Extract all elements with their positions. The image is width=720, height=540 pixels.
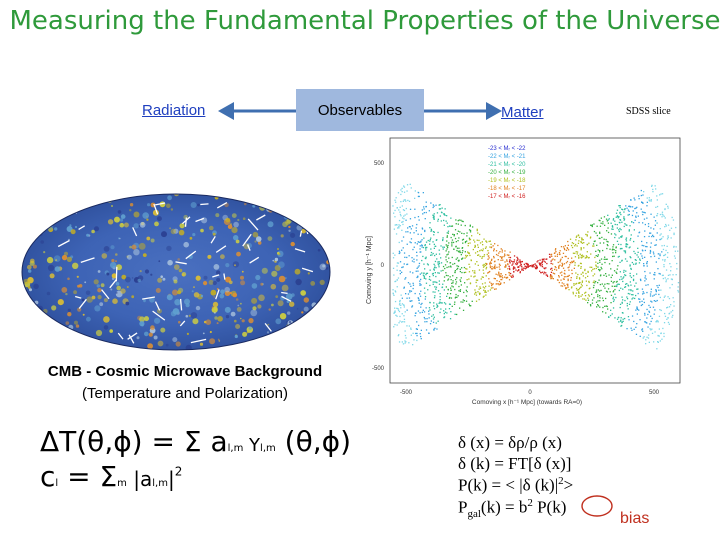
bias-highlight-circle: [581, 495, 613, 517]
legend-entry: -17 < Mᵣ < -16: [488, 194, 526, 200]
cmb-caption: CMB - Cosmic Microwave Background (Tempe…: [20, 361, 350, 405]
matter-link[interactable]: Matter: [501, 104, 544, 121]
x-tick-label: -500: [400, 390, 413, 396]
y-axis-label: Comoving y [h⁻¹ Mpc]: [366, 236, 373, 304]
sdss-slice-label: SDSS slice: [626, 106, 671, 117]
x-tick-label: 0: [528, 390, 532, 396]
double-arrow-icon: [218, 102, 502, 120]
legend-entry: -21 < Mᵣ < -20: [488, 162, 526, 168]
bias-label: bias: [620, 510, 650, 527]
density-contrast-equation: δ (x) = δρ/ρ (x): [458, 433, 562, 452]
cmb-caption-line1: CMB - Cosmic Microwave Background: [47, 363, 323, 380]
legend-entry: -19 < Mᵣ < -18: [488, 178, 526, 184]
cmb-equation-power: cl = Σm |al,m|2: [40, 460, 183, 493]
y-tick-label: 0: [381, 263, 385, 269]
radiation-link[interactable]: Radiation: [142, 102, 206, 119]
legend-entry: -22 < Mᵣ < -21: [488, 154, 526, 160]
observables-label: Observables: [317, 101, 403, 119]
observables-box[interactable]: Observables: [296, 89, 424, 131]
power-spectrum-equation: P(k) = < |δ (k)|2>: [458, 475, 574, 495]
y-tick-label: -500: [372, 366, 385, 372]
x-axis-label: Comoving x [h⁻¹ Mpc] (towards RA=0): [472, 399, 582, 406]
y-tick-label: 500: [374, 161, 385, 167]
legend-entry: -23 < Mᵣ < -22: [488, 146, 526, 152]
cmb-map-image: [21, 193, 331, 351]
cmb-caption-line2: (Temperature and Polarization): [82, 385, 288, 402]
legend-entry: -20 < Mᵣ < -19: [488, 170, 526, 176]
x-tick-label: 500: [649, 390, 660, 396]
cmb-equation-expansion: ΔT(θ,ϕ) = Σ al,m Yl,m (θ,ϕ): [40, 425, 351, 458]
sdss-slice-plot: -23 < Mᵣ < -22 -22 < Mᵣ < -21 -21 < Mᵣ < -…: [366, 137, 681, 406]
slide-title: Measuring the Fundamental Properties of …: [9, 6, 720, 36]
fourier-transform-equation: δ (k) = FT[δ (x)]: [458, 454, 572, 473]
legend-entry: -18 < Mᵣ < -17: [488, 186, 526, 192]
galaxy-power-equation: Pgal(k) = b2 P(k): [458, 497, 567, 521]
